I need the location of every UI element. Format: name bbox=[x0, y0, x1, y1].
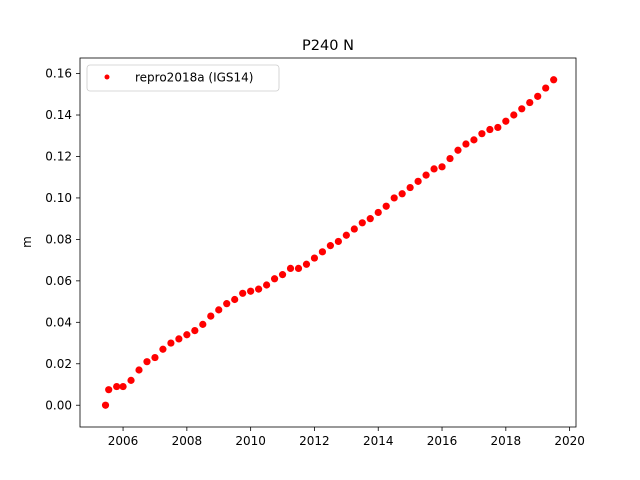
x-tick-label: 2006 bbox=[108, 434, 139, 448]
x-tick-label: 2008 bbox=[172, 434, 203, 448]
x-axis-ticks: 2006 2008 2010 2012 2014 2016 2018 2020 bbox=[108, 427, 585, 448]
x-tick-label: 2018 bbox=[491, 434, 522, 448]
scatter-points bbox=[101, 76, 558, 409]
data-point bbox=[143, 358, 151, 366]
legend-label: repro2018a (IGS14) bbox=[135, 71, 253, 85]
chart-title: P240 N bbox=[302, 38, 354, 54]
data-point bbox=[542, 84, 550, 92]
data-point bbox=[470, 136, 478, 144]
data-point bbox=[334, 237, 342, 246]
data-point bbox=[199, 320, 207, 328]
data-point bbox=[302, 260, 311, 268]
data-point bbox=[374, 208, 382, 217]
legend-box bbox=[86, 64, 280, 92]
y-tick-label: 0.02 bbox=[45, 357, 72, 371]
data-point bbox=[454, 146, 462, 154]
y-tick-label: 0.14 bbox=[45, 108, 72, 122]
y-tick-label: 0.06 bbox=[45, 274, 72, 288]
data-point bbox=[502, 117, 510, 125]
y-axis-ticks: 0.00 0.02 0.04 0.06 0.08 0.10 0.12 0.14 0.16 bbox=[45, 67, 80, 412]
data-point bbox=[462, 140, 470, 148]
y-tick-label: 0.00 bbox=[45, 398, 72, 412]
data-point bbox=[270, 275, 279, 283]
data-point bbox=[526, 98, 534, 107]
data-point bbox=[278, 271, 287, 279]
data-point bbox=[486, 125, 494, 134]
x-tick-label: 2010 bbox=[235, 434, 266, 448]
data-point bbox=[438, 163, 446, 171]
data-point bbox=[215, 306, 223, 314]
data-point bbox=[366, 215, 374, 223]
data-point bbox=[263, 281, 271, 289]
data-point bbox=[105, 386, 113, 394]
data-point bbox=[113, 382, 121, 391]
data-point bbox=[239, 289, 247, 297]
data-point bbox=[350, 225, 358, 233]
y-tick-label: 0.04 bbox=[45, 316, 72, 330]
x-tick-label: 2016 bbox=[427, 434, 458, 448]
data-point bbox=[191, 327, 199, 335]
y-tick-label: 0.10 bbox=[45, 191, 72, 205]
data-point bbox=[342, 231, 350, 239]
data-point bbox=[135, 366, 143, 374]
data-point bbox=[231, 295, 239, 304]
data-point bbox=[398, 190, 406, 198]
data-point bbox=[518, 105, 526, 113]
data-point bbox=[183, 331, 191, 339]
data-point bbox=[318, 248, 327, 256]
data-point bbox=[422, 171, 430, 179]
data-point bbox=[550, 76, 558, 84]
data-point bbox=[223, 300, 231, 308]
data-point bbox=[478, 130, 486, 138]
data-point bbox=[294, 264, 303, 273]
data-point bbox=[414, 177, 422, 185]
data-point bbox=[175, 335, 183, 343]
y-tick-label: 0.08 bbox=[45, 233, 72, 247]
data-point bbox=[430, 165, 438, 173]
data-point bbox=[494, 123, 502, 132]
data-point bbox=[358, 219, 366, 227]
plot-frame bbox=[79, 57, 577, 428]
data-point bbox=[286, 264, 295, 273]
y-tick-label: 0.12 bbox=[45, 150, 72, 164]
data-point bbox=[310, 254, 319, 262]
legend-marker bbox=[104, 74, 110, 80]
y-axis-label: m bbox=[20, 236, 34, 248]
data-point bbox=[151, 353, 159, 362]
data-point bbox=[159, 345, 167, 353]
data-point bbox=[255, 285, 263, 293]
data-point bbox=[247, 287, 255, 295]
data-point bbox=[390, 194, 398, 202]
data-point bbox=[382, 202, 390, 210]
data-point bbox=[326, 242, 334, 250]
data-point bbox=[446, 154, 454, 163]
x-tick-label: 2012 bbox=[299, 434, 330, 448]
data-point bbox=[101, 401, 110, 409]
data-point bbox=[127, 376, 135, 384]
legend: repro2018a (IGS14) bbox=[86, 64, 280, 92]
data-point bbox=[207, 312, 215, 320]
data-point bbox=[534, 92, 542, 100]
data-point bbox=[119, 382, 127, 391]
x-tick-label: 2020 bbox=[554, 434, 585, 448]
data-point bbox=[167, 339, 175, 347]
data-point bbox=[510, 111, 518, 119]
y-tick-label: 0.16 bbox=[45, 67, 72, 81]
x-tick-label: 2014 bbox=[363, 434, 394, 448]
data-point bbox=[406, 183, 414, 192]
